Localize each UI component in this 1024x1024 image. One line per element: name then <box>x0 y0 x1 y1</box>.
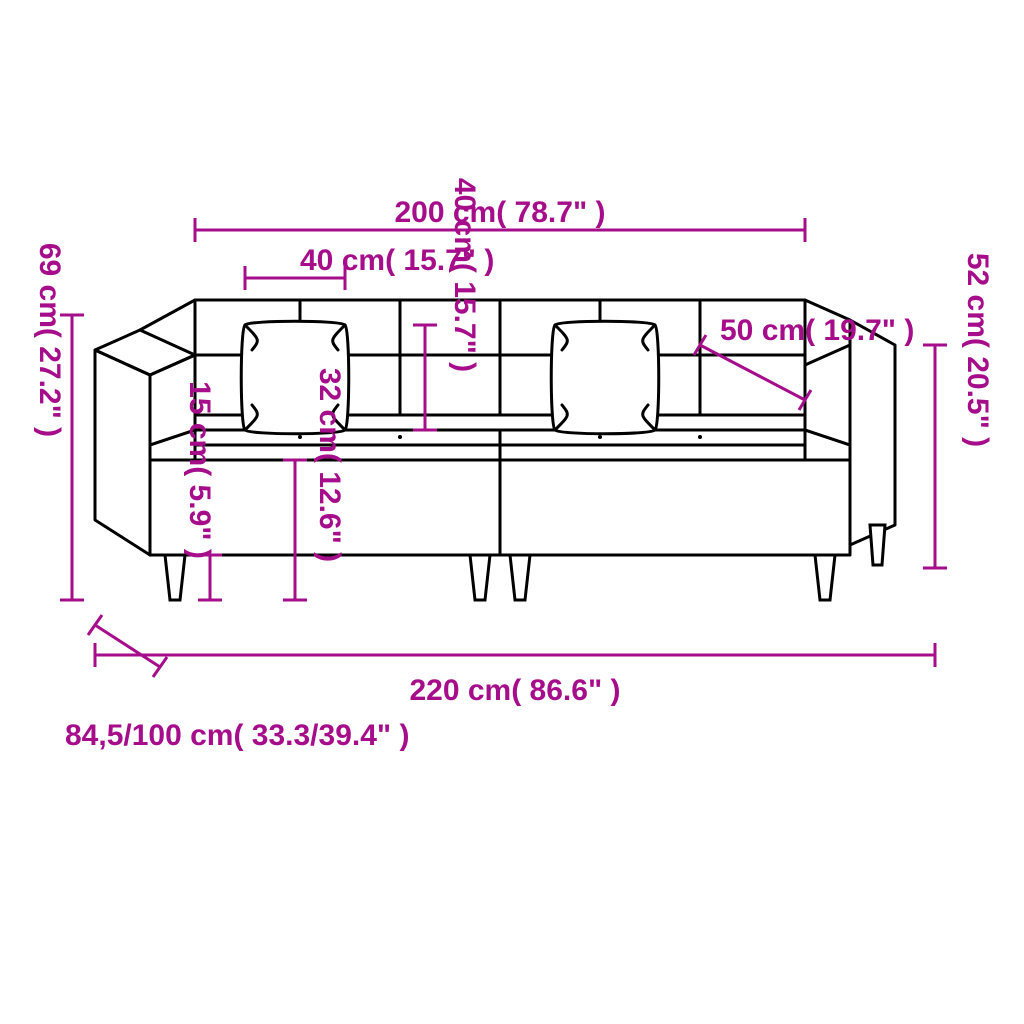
leg-4 <box>815 555 835 600</box>
leg-1 <box>165 555 185 600</box>
dim-depth: 84,5/100 cm( 33.3/39.4" ) <box>65 719 409 752</box>
dim-seat-height: 32 cm( 12.6" ) <box>313 368 346 562</box>
dim-seat-depth: 50 cm( 19.7" ) <box>720 314 914 347</box>
dim-width-inner: 200 cm( 78.7" ) <box>394 196 605 229</box>
dim-leg-height: 15 cm( 5.9" ) <box>183 381 216 559</box>
dim-pillow-h: 40 cm( 15.7" ) <box>448 178 481 372</box>
leg-back <box>870 525 885 565</box>
dim-arm-height: 52 cm( 20.5" ) <box>961 253 994 447</box>
left-arm-side <box>95 350 150 555</box>
leg-3 <box>510 555 530 600</box>
dim-height-total: 69 cm( 27.2" ) <box>33 243 66 437</box>
right-arm-outer <box>850 320 895 545</box>
leg-2 <box>470 555 490 600</box>
dim-width-outer: 220 cm( 86.6" ) <box>409 674 620 707</box>
sofa-dimension-diagram: 200 cm( 78.7" ) 40 cm( 15.7" ) 40 cm( 15… <box>0 0 1024 1024</box>
left-arm-top <box>95 330 195 375</box>
